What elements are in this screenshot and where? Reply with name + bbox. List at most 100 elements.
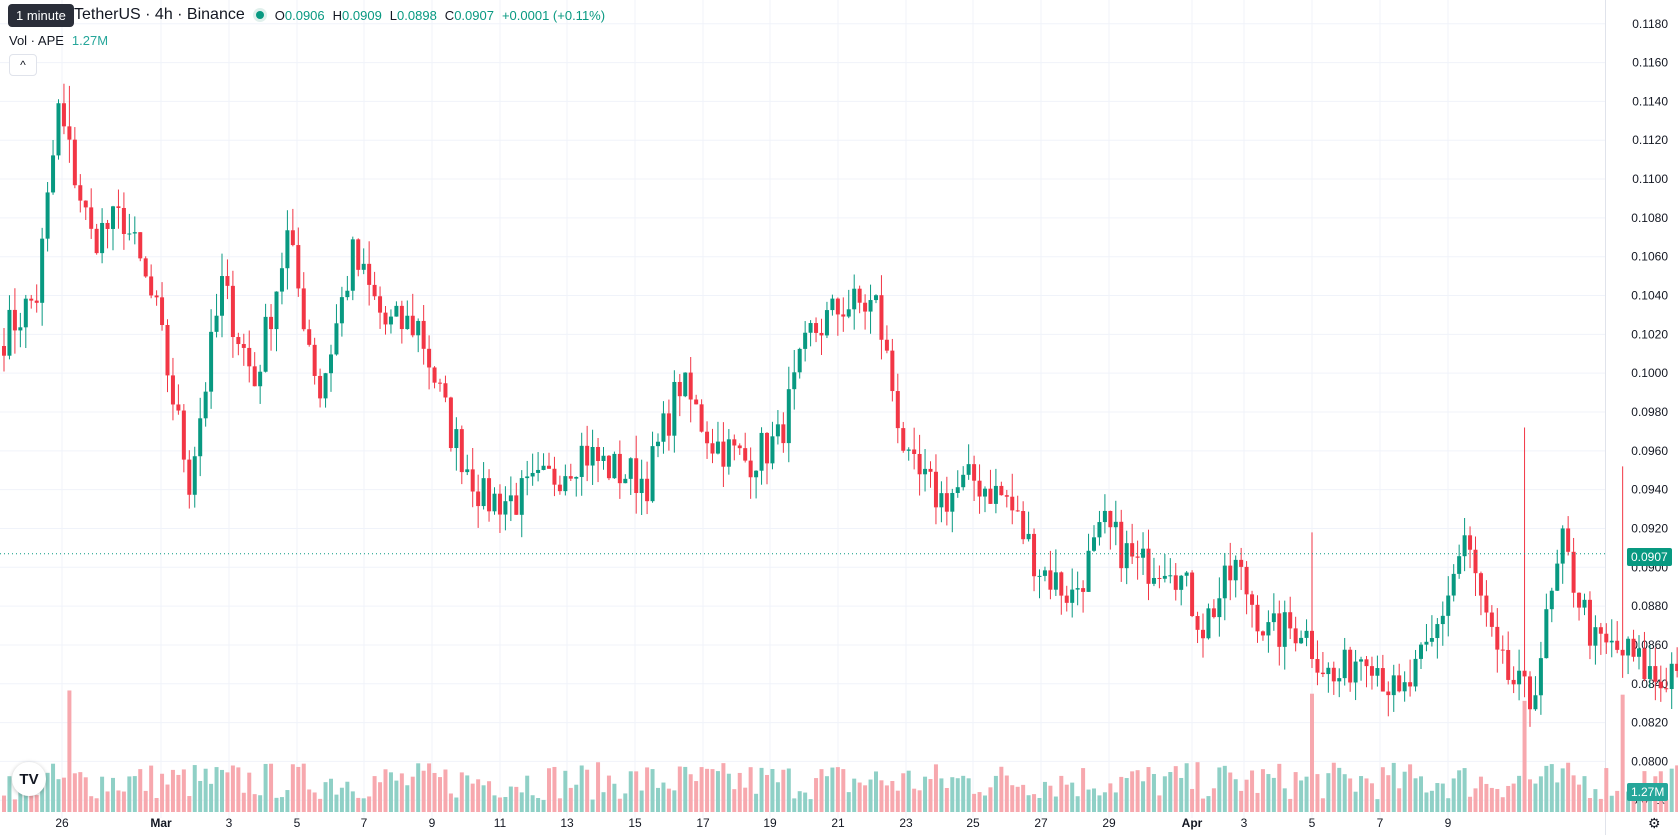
candle-body <box>1195 616 1200 630</box>
volume-bar <box>1004 775 1009 812</box>
volume-bar <box>307 789 312 812</box>
volume-bar <box>617 798 622 812</box>
candle-body <box>737 445 742 449</box>
candle-body <box>792 372 797 390</box>
candle-body <box>2 345 6 356</box>
candle-body <box>481 478 486 507</box>
candle-body <box>1250 594 1255 605</box>
settings-gear-icon[interactable]: ⚙ <box>1648 815 1661 831</box>
candle-body <box>699 404 704 432</box>
candle-body <box>1397 675 1402 692</box>
candle-body <box>307 329 312 345</box>
candle-body <box>1620 649 1625 656</box>
volume-bar <box>1266 774 1271 812</box>
candle-body <box>334 323 339 355</box>
candle-body <box>1244 566 1249 595</box>
volume-bar <box>1397 788 1402 812</box>
volume-bar <box>1353 791 1358 812</box>
volume-bar <box>1484 783 1489 812</box>
candle-body <box>143 258 148 277</box>
volume-bar <box>1102 792 1107 812</box>
candle-body <box>372 284 377 297</box>
volume-bar <box>356 797 361 812</box>
volume-bar <box>1053 796 1058 812</box>
volume-bar <box>383 769 388 812</box>
collapse-legend-button[interactable]: ^ <box>9 54 37 76</box>
volume-bar <box>236 767 241 812</box>
volume-bar <box>1228 772 1233 812</box>
candle-body <box>808 323 813 333</box>
open-label: O <box>274 7 285 23</box>
candle-body <box>410 315 415 336</box>
x-tick-label: 25 <box>966 816 980 830</box>
candle-body <box>459 429 464 473</box>
volume-bar <box>432 772 437 812</box>
volume-bar <box>372 776 377 812</box>
volume-bar <box>1108 783 1113 812</box>
tradingview-logo-icon[interactable]: TV <box>12 762 46 796</box>
volume-bar <box>803 792 808 812</box>
candle-body <box>824 310 829 336</box>
volume-bar <box>1277 763 1282 812</box>
candle-body <box>1004 495 1009 497</box>
symbol-title[interactable]: TetherUS · 4h · Binance <box>74 6 245 23</box>
volume-bar <box>252 794 257 812</box>
volume-bar <box>634 771 639 812</box>
volume-bar <box>1320 798 1325 812</box>
volume-bar <box>116 790 121 812</box>
volume-bar <box>884 785 889 812</box>
volume-bar <box>51 763 56 812</box>
volume-bar <box>329 778 333 812</box>
candle-body <box>83 200 88 208</box>
candle-body <box>247 347 252 367</box>
candle-body <box>1113 521 1118 528</box>
candle-body <box>1288 612 1293 629</box>
candle-body <box>1271 613 1276 623</box>
candle-body <box>590 446 595 466</box>
volume-bar <box>525 775 530 812</box>
candle-body <box>138 232 143 259</box>
candle-body <box>1053 572 1058 590</box>
candle-body <box>427 348 432 368</box>
market-status-icon[interactable] <box>252 8 267 22</box>
volume-bar <box>743 787 748 812</box>
volume-bar <box>187 796 192 812</box>
candle-body <box>1108 510 1113 528</box>
volume-bar <box>1032 794 1037 812</box>
volume-bar <box>1124 778 1129 812</box>
candle-body <box>863 302 868 312</box>
volume-bar <box>1190 788 1195 812</box>
volume-bar <box>639 790 644 812</box>
volume-bar <box>1451 778 1456 812</box>
volume-label[interactable]: Vol · APE <box>9 33 64 48</box>
volume-bar <box>939 778 944 812</box>
candle-body <box>715 441 720 454</box>
candle-body <box>367 263 372 285</box>
x-tick-label: 27 <box>1034 816 1048 830</box>
volume-bar <box>470 783 475 812</box>
volume-legend: Vol · APE 1.27M <box>9 33 108 48</box>
volume-bar <box>312 792 317 812</box>
candle-body <box>1386 691 1391 696</box>
candle-body <box>225 276 230 286</box>
candle-body <box>339 297 344 324</box>
volume-bar <box>694 781 699 812</box>
volume-bar <box>1179 777 1184 812</box>
candle-body <box>1484 595 1489 613</box>
candle-body <box>94 228 99 254</box>
candle-body <box>1375 668 1380 676</box>
y-tick-label: 0.1060 <box>1631 250 1668 264</box>
volume-bar <box>1560 768 1565 812</box>
candle-body <box>1092 537 1096 551</box>
volume-bar <box>481 785 486 812</box>
y-tick-label: 0.0920 <box>1631 521 1668 535</box>
candle-body <box>274 291 279 330</box>
candle-body <box>977 480 982 497</box>
candle-body <box>895 391 900 429</box>
candle-body <box>361 263 366 270</box>
candle-body <box>438 382 442 384</box>
volume-bar <box>1146 767 1151 812</box>
volume-bar <box>160 773 165 812</box>
candle-body <box>1026 533 1031 540</box>
